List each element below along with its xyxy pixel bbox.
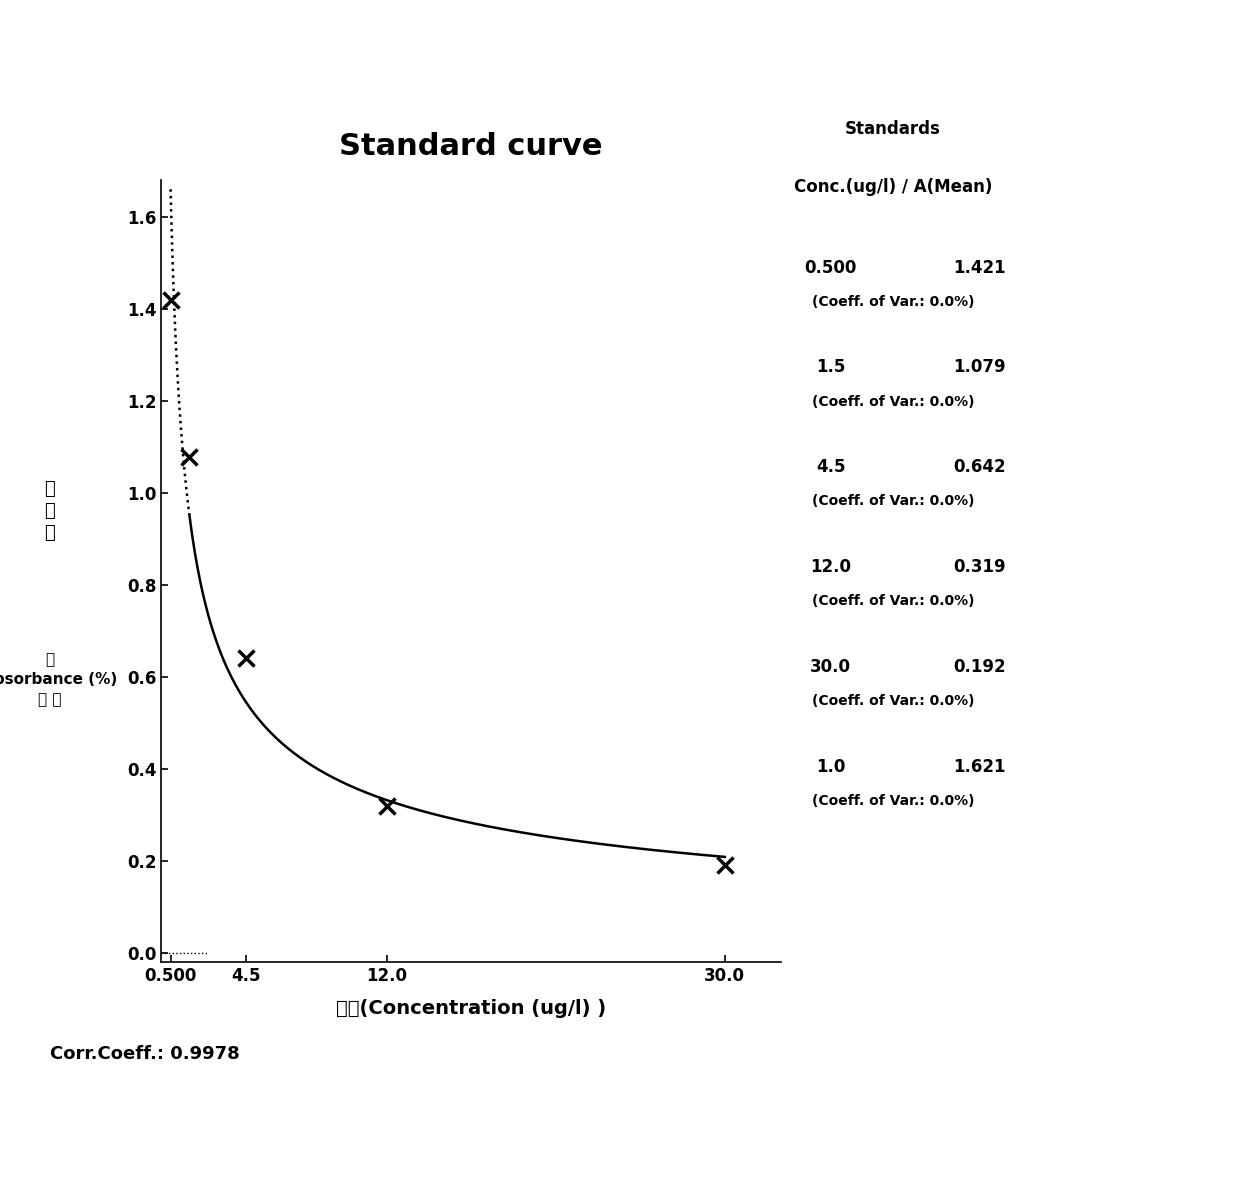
Text: （
Absorbance (%)
（ ）: （ Absorbance (%) （ ） (0, 652, 118, 707)
Text: 0.642: 0.642 (954, 458, 1006, 476)
Text: (Coeff. of Var.: 0.0%): (Coeff. of Var.: 0.0%) (811, 494, 975, 509)
Text: (Coeff. of Var.: 0.0%): (Coeff. of Var.: 0.0%) (811, 594, 975, 609)
Text: 1.079: 1.079 (954, 358, 1006, 377)
Text: (Coeff. of Var.: 0.0%): (Coeff. of Var.: 0.0%) (811, 794, 975, 808)
Title: Standard curve: Standard curve (340, 132, 603, 161)
Text: (Coeff. of Var.: 0.0%): (Coeff. of Var.: 0.0%) (811, 395, 975, 409)
Text: 1.0: 1.0 (816, 758, 846, 776)
Text: Conc.(ug/l) / A(Mean): Conc.(ug/l) / A(Mean) (794, 178, 992, 196)
Text: Standards: Standards (844, 120, 941, 138)
Text: Corr.Coeff.: 0.9978: Corr.Coeff.: 0.9978 (50, 1044, 239, 1062)
Text: 0.192: 0.192 (954, 658, 1006, 676)
Text: (Coeff. of Var.: 0.0%): (Coeff. of Var.: 0.0%) (811, 694, 975, 709)
X-axis label: 濃度(Concentration (ug/l) ): 濃度(Concentration (ug/l) ) (336, 1000, 606, 1018)
Text: 12.0: 12.0 (810, 558, 852, 576)
Text: 吸
光
度: 吸 光 度 (45, 480, 55, 543)
Text: 1.421: 1.421 (954, 259, 1006, 277)
Text: 4.5: 4.5 (816, 458, 846, 476)
Text: 1.621: 1.621 (954, 758, 1006, 776)
Text: 1.5: 1.5 (816, 358, 846, 377)
Text: 0.500: 0.500 (805, 259, 857, 277)
Text: 0.319: 0.319 (954, 558, 1006, 576)
Text: (Coeff. of Var.: 0.0%): (Coeff. of Var.: 0.0%) (811, 295, 975, 309)
Text: 30.0: 30.0 (810, 658, 852, 676)
